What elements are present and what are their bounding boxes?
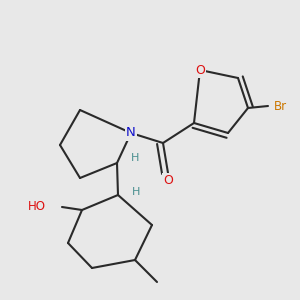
Text: HO: HO bbox=[28, 200, 46, 214]
Text: O: O bbox=[195, 64, 205, 76]
Text: Br: Br bbox=[273, 100, 286, 112]
Text: N: N bbox=[126, 127, 136, 140]
Text: H: H bbox=[132, 187, 140, 197]
Text: O: O bbox=[163, 175, 173, 188]
Text: H: H bbox=[131, 153, 139, 163]
